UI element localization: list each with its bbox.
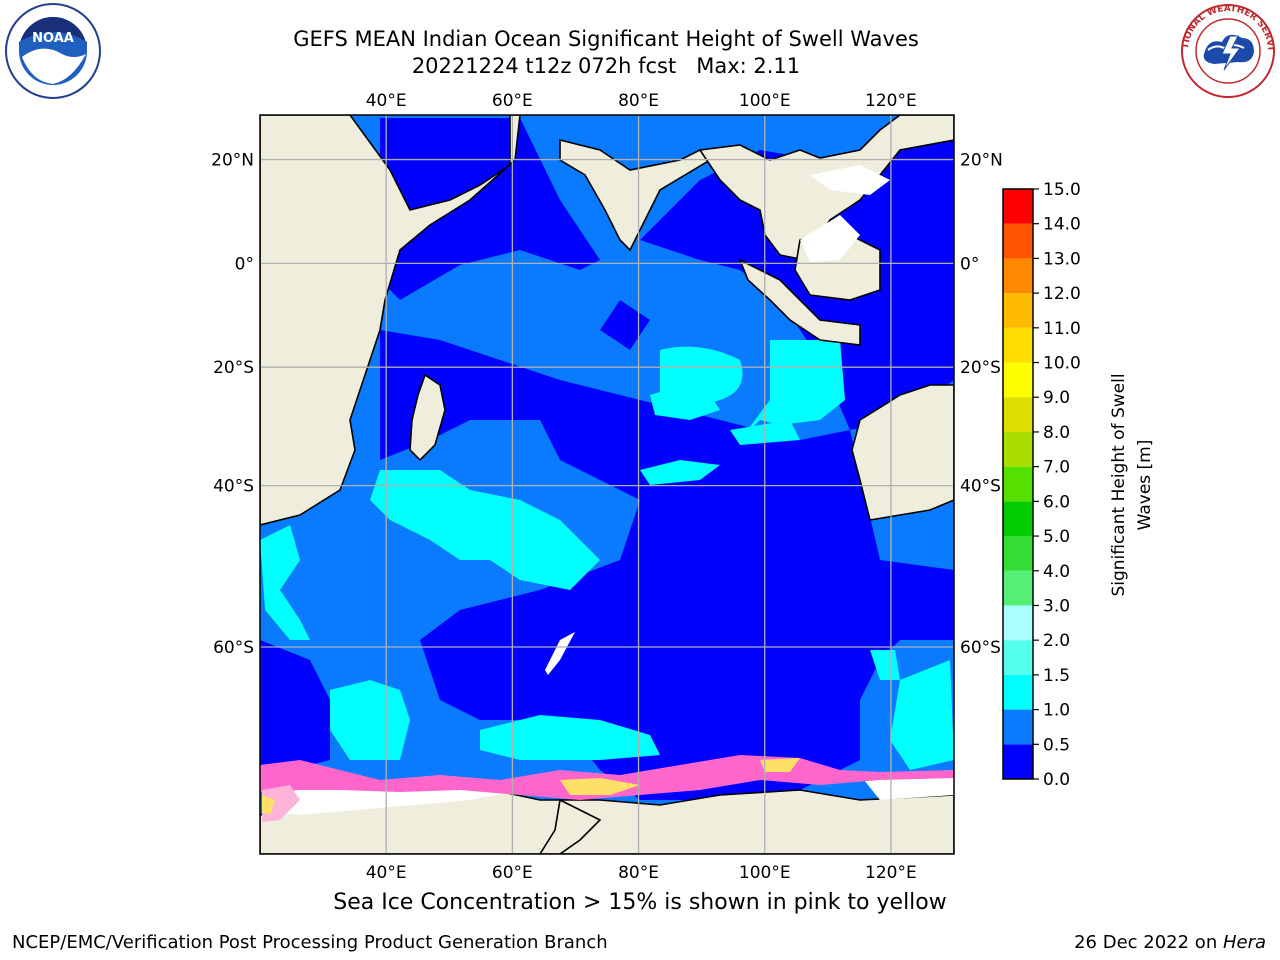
lon-tick-label-top: 80°E	[618, 91, 659, 111]
colorbar-tick-label: 13.0	[1043, 249, 1081, 269]
colorbar-tick-label: 11.0	[1043, 319, 1081, 339]
colorbar-bin	[1003, 674, 1033, 710]
colorbar-bin	[1003, 640, 1033, 675]
footer-credit: NCEP/EMC/Verification Post Processing Pr…	[12, 932, 608, 953]
colorbar-bin	[1003, 397, 1033, 432]
colorbar-tick-label: 1.5	[1043, 666, 1070, 686]
colorbar-tick-label: 7.0	[1043, 458, 1070, 478]
colorbar-label-line1: Significant Height of Swell	[1109, 373, 1129, 596]
colorbar-tick-label: 5.0	[1043, 527, 1070, 547]
colorbar-tick-label: 8.0	[1043, 423, 1070, 443]
lon-tick-label-bottom: 80°E	[618, 863, 659, 883]
map-panel	[260, 115, 954, 854]
map-frame	[259, 114, 955, 855]
chart-subtitle: 20221224 t12z 072h fcst Max: 2.11	[411, 54, 801, 78]
axis-labels: 40°E 40°E 60°E 60°E 80°E 80°E 100°E 100°E 120°E 1…	[211, 91, 1003, 883]
colorbar-tick-label: 0.5	[1043, 735, 1070, 755]
lon-tick-label-bottom: 60°E	[492, 863, 533, 883]
colorbar-tick-label: 10.0	[1043, 354, 1081, 374]
colorbar-bin	[1003, 744, 1033, 779]
colorbar-bin	[1003, 501, 1033, 537]
colorbar-bin	[1003, 223, 1033, 259]
lon-tick-label-bottom: 40°E	[366, 863, 407, 883]
noaa-logo: NOAA	[5, 3, 101, 99]
lat-tick-label-left: 60°S	[213, 638, 254, 658]
colorbar-bin	[1003, 327, 1033, 363]
colorbar-frame	[1002, 188, 1034, 780]
colorbar-bin	[1003, 709, 1033, 745]
footer-date-text: 26 Dec 2022 on	[1074, 932, 1223, 953]
lon-tick-label-top: 120°E	[865, 91, 917, 111]
colorbar-tick-label: 15.0	[1043, 180, 1081, 200]
chart-title: GEFS MEAN Indian Ocean Significant Heigh…	[293, 27, 919, 51]
lat-tick-label-right: 20°N	[960, 151, 1003, 171]
colorbar-bin	[1003, 466, 1033, 502]
nws-logo: NATIONAL WEATHER SERVICE	[1178, 2, 1275, 98]
moderate-swell-regions	[260, 340, 954, 770]
svg-text:NOAA: NOAA	[32, 31, 74, 46]
lon-tick-label-bottom: 120°E	[865, 863, 917, 883]
colorbar-tick-label: 9.0	[1043, 388, 1070, 408]
sea-ice-band	[260, 755, 954, 822]
colorbar-tick-label: 12.0	[1043, 284, 1081, 304]
colorbar-bin	[1003, 570, 1033, 606]
lat-tick-label-right: 60°S	[960, 638, 1001, 658]
colorbar: 0.0 0.5 1.0 1.5 2.0 3.0 4.0 5.0 6.0 7.0 8.0 9.0 10.0…	[1002, 180, 1081, 790]
graticule	[260, 115, 954, 854]
lon-tick-label-top: 40°E	[366, 91, 407, 111]
lat-tick-label-left: 20°S	[213, 358, 254, 378]
lat-tick-label-right: 0°	[960, 254, 979, 274]
lat-tick-label-right: 20°S	[960, 358, 1001, 378]
colorbar-bin	[1003, 293, 1033, 328]
lon-tick-label-top: 100°E	[739, 91, 791, 111]
colorbar-tick-label: 0.0	[1043, 770, 1070, 790]
colorbar-bin	[1003, 536, 1033, 571]
colorbar-bin	[1003, 189, 1033, 224]
colorbar-tick-label: 4.0	[1043, 562, 1070, 582]
footer-host: Hera	[1222, 932, 1266, 953]
lat-tick-label-right: 40°S	[960, 477, 1001, 497]
sea-ice-caption: Sea Ice Concentration > 15% is shown in …	[333, 890, 947, 915]
colorbar-bin	[1003, 605, 1033, 641]
colorbar-bin	[1003, 431, 1033, 467]
colorbar-bin	[1003, 258, 1033, 294]
footer-date: 26 Dec 2022 on Hera	[1074, 932, 1266, 953]
colorbar-tick-label: 3.0	[1043, 596, 1070, 616]
colorbar-tick-label: 2.0	[1043, 631, 1070, 651]
colorbar-bin	[1003, 362, 1033, 398]
lon-tick-label-top: 60°E	[492, 91, 533, 111]
colorbar-tick-label: 14.0	[1043, 215, 1081, 235]
lat-tick-label-left: 40°S	[213, 477, 254, 497]
lat-tick-label-left: 0°	[235, 254, 254, 274]
lon-tick-label-bottom: 100°E	[739, 863, 791, 883]
colorbar-tick-label: 6.0	[1043, 492, 1070, 512]
colorbar-tick-label: 1.0	[1043, 701, 1070, 721]
colorbar-label-line2: Waves [m]	[1135, 440, 1155, 531]
lat-tick-label-left: 20°N	[211, 151, 254, 171]
